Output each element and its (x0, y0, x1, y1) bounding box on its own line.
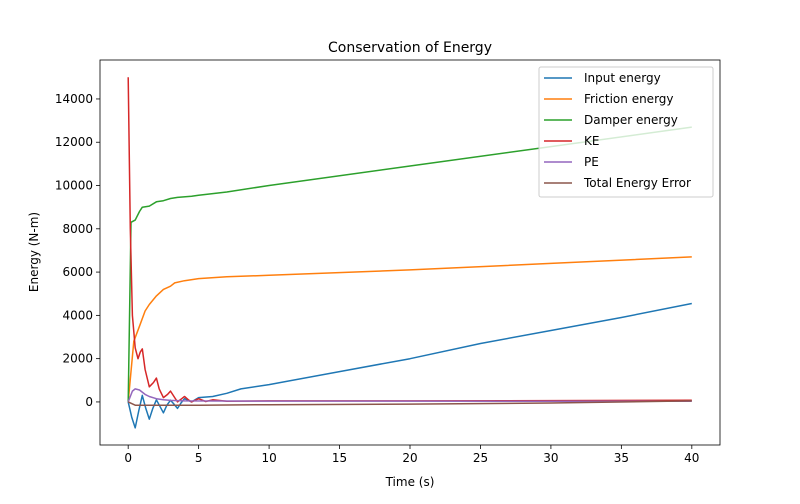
y-tick-label: 8000 (62, 222, 93, 236)
x-tick-label: 0 (124, 451, 132, 465)
x-tick-label: 30 (543, 451, 558, 465)
x-tick-label: 40 (684, 451, 699, 465)
legend-label: PE (584, 155, 599, 169)
series-line-input-energy (127, 302, 692, 429)
chart-title: Conservation of Energy (328, 40, 492, 56)
x-axis-label: Time (s) (385, 475, 435, 489)
x-tick-label: 25 (473, 451, 488, 465)
y-tick-label: 12000 (55, 135, 93, 149)
plot-area-frame (99, 59, 721, 446)
y-tick-label: 10000 (55, 179, 93, 193)
x-tick-label: 10 (261, 451, 276, 465)
series-line-damper-energy (127, 126, 692, 402)
legend-label: KE (584, 134, 599, 148)
series-line-total-energy-error (127, 400, 692, 406)
legend-label: Damper energy (584, 113, 678, 127)
legend: Input energy Friction energy Damper energy… (538, 66, 714, 198)
x-tick-label: 5 (195, 451, 203, 465)
y-tick-label: 2000 (62, 352, 93, 366)
y-tick-label: 6000 (62, 265, 93, 279)
y-tick-label: 4000 (62, 308, 93, 322)
legend-label: Input energy (584, 71, 661, 85)
legend-label: Friction energy (584, 92, 674, 106)
series-line-friction-energy (127, 256, 692, 402)
y-axis-label: Energy (N-m) (27, 212, 41, 292)
legend-label: Total Energy Error (583, 176, 691, 190)
y-tick-label: 0 (85, 395, 93, 409)
legend-box (538, 66, 714, 198)
x-tick-label: 35 (614, 451, 629, 465)
x-tick-label: 20 (402, 451, 417, 465)
x-tick-label: 15 (332, 451, 347, 465)
series-line-pe (127, 388, 692, 403)
y-tick-label: 14000 (55, 92, 93, 106)
